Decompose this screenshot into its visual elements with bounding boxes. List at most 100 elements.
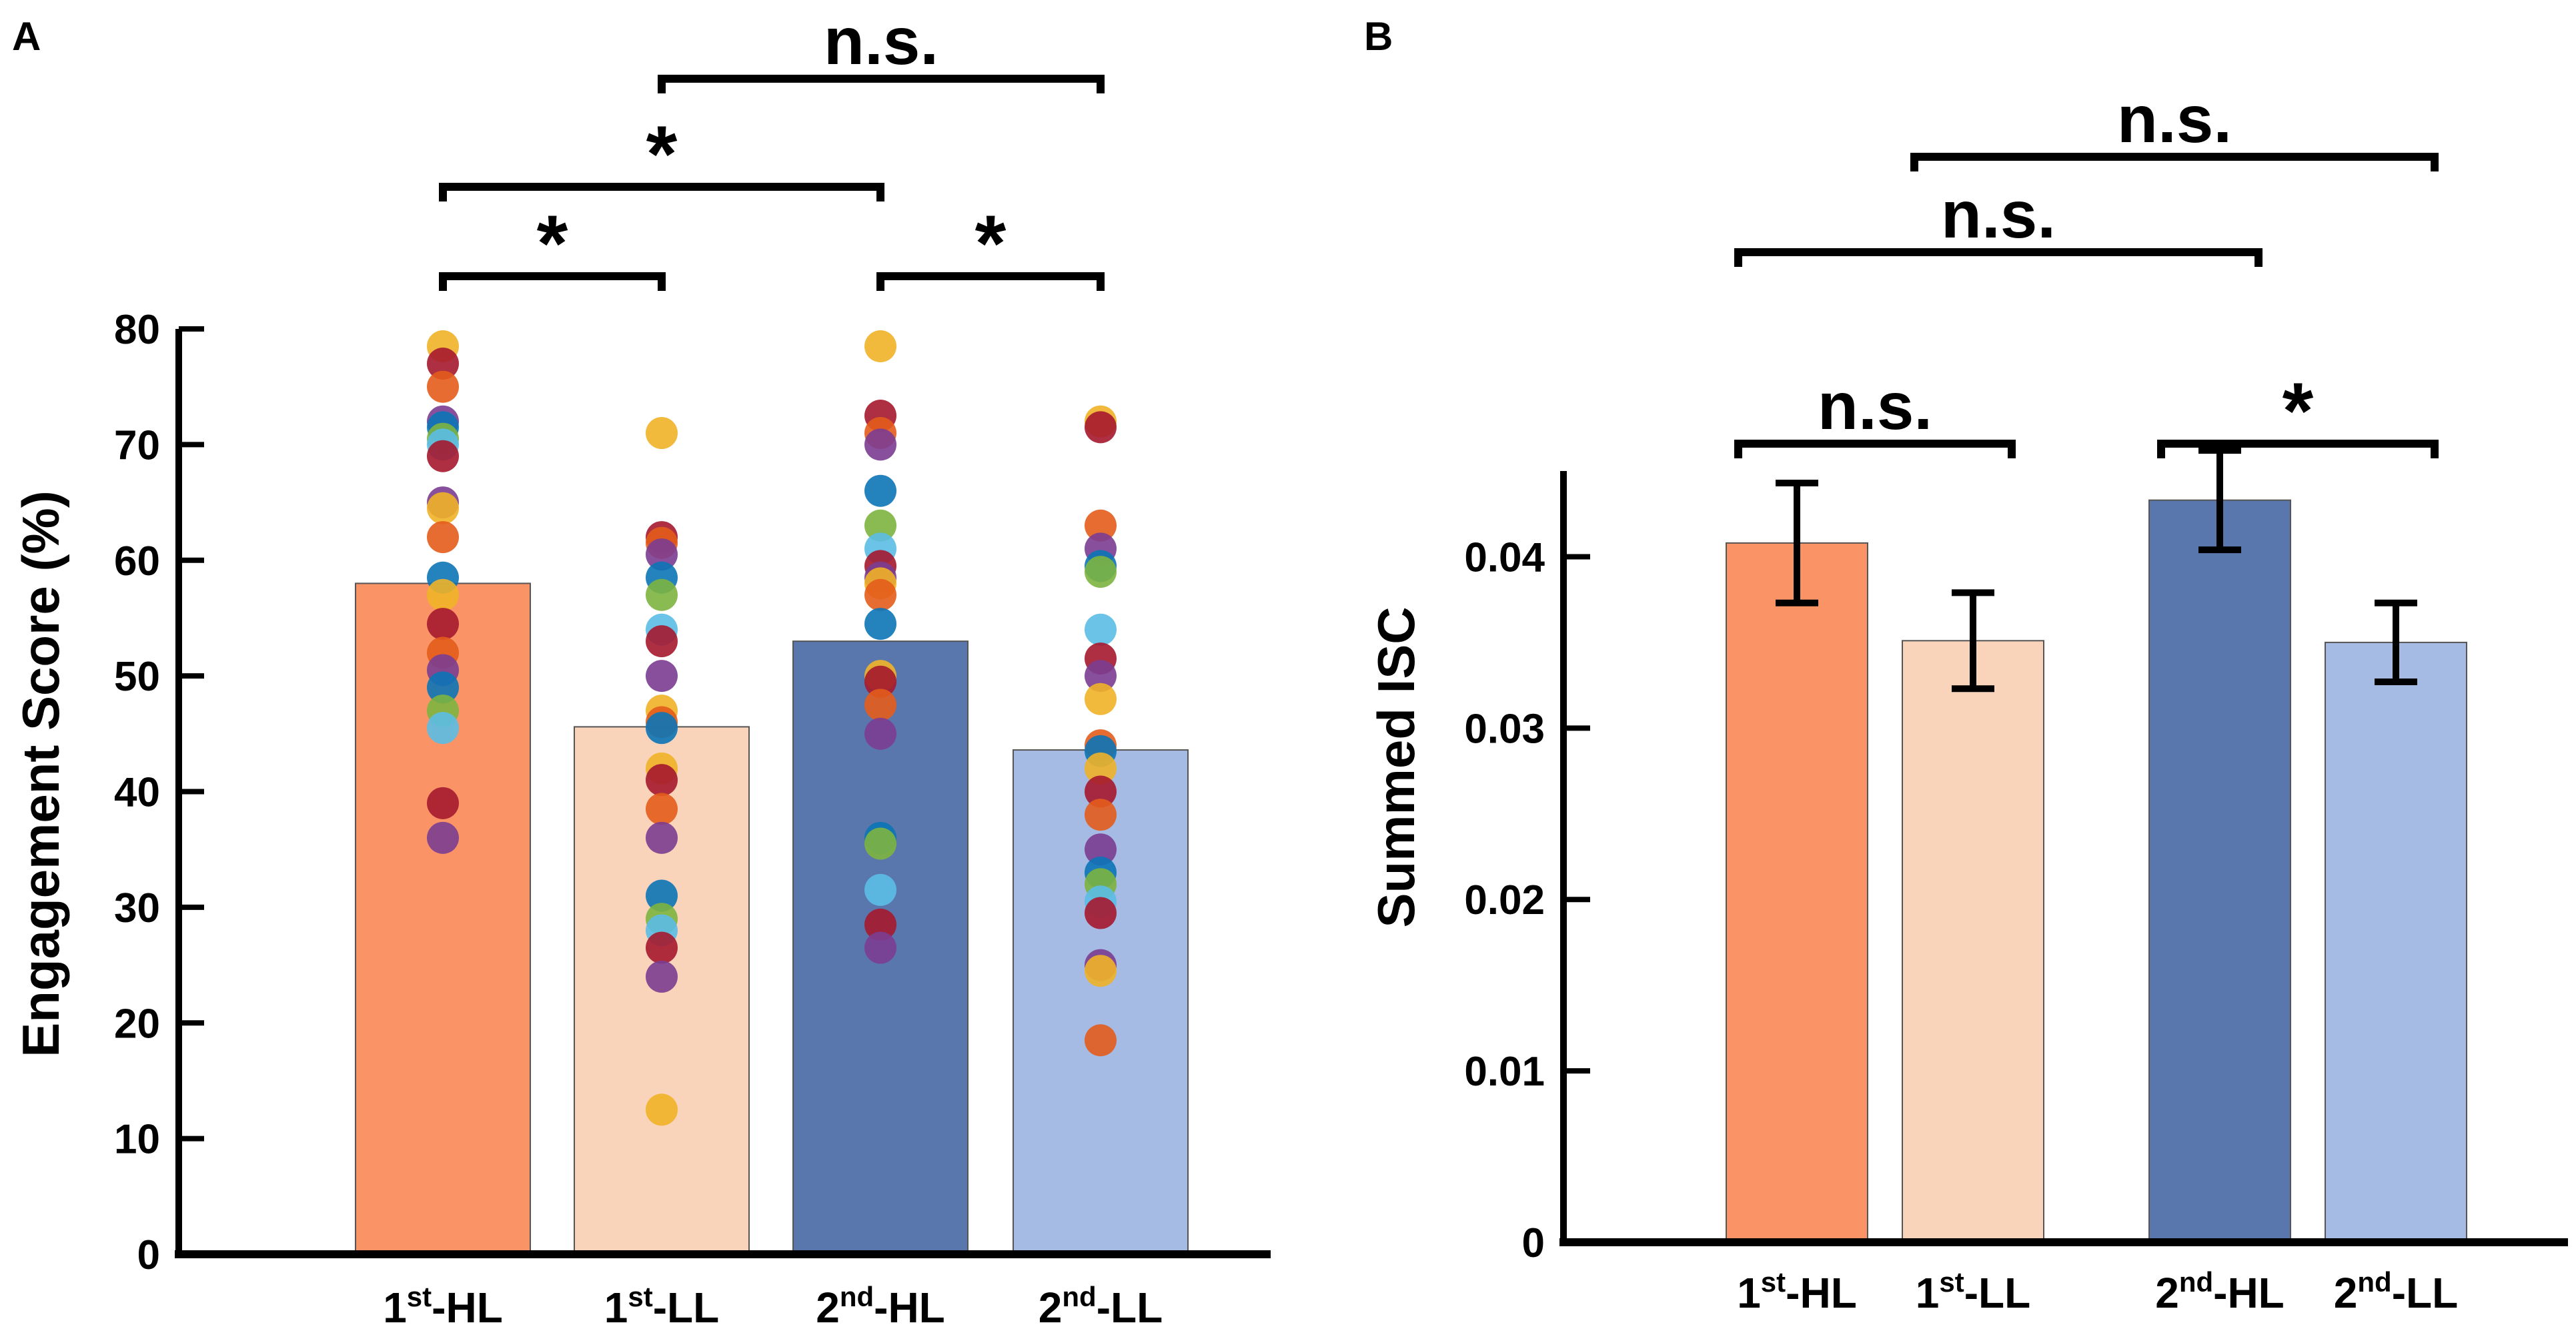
b-y-tick-label-0: 0 — [1522, 1220, 1545, 1266]
b-bar-2 — [2148, 499, 2291, 1243]
b-x-label-sup-0: st — [1761, 1266, 1786, 1298]
a-y-tick-label-4: 40 — [114, 770, 160, 816]
panel-b-x-labels: 1st-HL 1st-LL 2nd-HL 2nd-LL — [1737, 1266, 2458, 1317]
panel-a-points — [427, 330, 1117, 1126]
a-point-2-18 — [864, 873, 896, 906]
panel-b-y-axis-title: Summed ISC — [1367, 606, 1425, 927]
a-point-1-15 — [646, 821, 678, 854]
b-bar-1 — [1902, 640, 2044, 1243]
a-point-0-19 — [427, 787, 459, 819]
a-point-3-14 — [1085, 799, 1117, 831]
b-x-label-1: 1st-LL — [1916, 1266, 2030, 1317]
a-point-3-6 — [1085, 613, 1117, 646]
a-point-2-11 — [864, 608, 896, 640]
b-y-tick-label-1: 0.01 — [1464, 1049, 1545, 1095]
panel-b-bars — [1726, 499, 2467, 1243]
a-point-2-4 — [864, 474, 896, 507]
a-x-label-1: 1st-LL — [604, 1281, 719, 1332]
a-point-3-1 — [1085, 411, 1117, 444]
b-sig-bracket-1 — [2157, 440, 2439, 458]
a-point-2-17 — [864, 827, 896, 860]
a-point-2-13 — [864, 665, 896, 698]
b-bar-0 — [1726, 542, 1868, 1243]
b-x-label-base-2: 2 — [2155, 1269, 2179, 1317]
a-sig-bracket-0 — [439, 272, 666, 291]
a-point-3-13 — [1085, 775, 1117, 808]
a-point-3-8 — [1085, 660, 1117, 693]
panel-a-y-ticks: 0 10 20 30 40 50 60 70 80 — [114, 307, 204, 1278]
a-point-3-2 — [1085, 509, 1117, 542]
a-sig-label-2: * — [646, 109, 678, 199]
b-x-label-suffix-0: -HL — [1786, 1269, 1857, 1317]
a-point-0-10 — [427, 521, 459, 554]
a-point-1-14 — [646, 793, 678, 825]
a-point-1-19 — [646, 931, 678, 964]
b-x-label-sup-3: nd — [2357, 1266, 2391, 1298]
a-x-label-suffix-3: -LL — [1097, 1284, 1163, 1332]
a-x-label-suffix-0: -HL — [432, 1284, 503, 1332]
b-sig-bracket-0 — [1734, 440, 2016, 458]
b-x-label-suffix-2: -HL — [2213, 1269, 2285, 1317]
a-point-1-13 — [646, 764, 678, 797]
b-sig-label-2: n.s. — [1941, 177, 2056, 252]
a-x-label-sup-2: nd — [840, 1281, 874, 1312]
a-point-0-20 — [427, 821, 459, 854]
a-point-1-3 — [646, 538, 678, 571]
a-point-0-13 — [427, 608, 459, 640]
a-x-label-suffix-2: -HL — [874, 1284, 945, 1332]
a-point-1-0 — [646, 417, 678, 450]
a-point-2-0 — [864, 330, 896, 363]
a-point-1-11 — [646, 712, 678, 745]
a-x-label-suffix-1: -LL — [653, 1284, 720, 1332]
a-point-2-19 — [864, 908, 896, 941]
panel-b-isc-chart: B Summed ISC 00.010.020.030.04 1st-HL 1st… — [1364, 14, 2568, 1317]
a-point-3-9 — [1085, 683, 1117, 715]
a-y-tick-label-1: 10 — [114, 1117, 160, 1163]
a-x-label-base-2: 2 — [816, 1284, 840, 1332]
panel-b-letter: B — [1364, 14, 1393, 59]
a-x-label-base-0: 1 — [383, 1284, 407, 1332]
b-x-label-3: 2nd-LL — [2334, 1266, 2458, 1317]
panel-a-y-axis-title: Engagement Score (%) — [11, 490, 70, 1057]
a-point-0-2 — [427, 370, 459, 403]
a-x-label-base-1: 1 — [604, 1284, 628, 1332]
b-x-label-sup-2: nd — [2179, 1266, 2213, 1298]
panel-a-significance: * * * n.s. — [439, 4, 1105, 291]
a-point-2-10 — [864, 578, 896, 611]
a-point-3-15 — [1085, 833, 1117, 866]
a-x-label-sup-3: nd — [1062, 1281, 1096, 1312]
a-point-3-21 — [1085, 955, 1117, 987]
a-sig-label-1: * — [975, 199, 1007, 288]
b-x-label-base-0: 1 — [1737, 1269, 1761, 1317]
a-point-1-8 — [646, 660, 678, 693]
a-sig-label-3: n.s. — [824, 4, 938, 79]
b-x-label-suffix-3: -LL — [2392, 1269, 2459, 1317]
a-point-0-16 — [427, 671, 459, 704]
b-sig-label-3: n.s. — [2117, 82, 2232, 157]
a-point-2-3 — [864, 428, 896, 461]
b-sig-label-1: * — [2283, 366, 2314, 456]
a-y-tick-label-7: 70 — [114, 422, 160, 468]
panel-b-y-ticks: 0 0.01 0.02 0.03 0.04 — [1464, 534, 1590, 1266]
a-point-0-12 — [427, 578, 459, 611]
a-sig-bracket-2 — [439, 183, 884, 201]
panel-a-letter: A — [12, 14, 41, 59]
a-sig-bracket-1 — [876, 272, 1105, 291]
a-point-3-22 — [1085, 1024, 1117, 1057]
a-point-0-9 — [427, 492, 459, 524]
a-point-2-15 — [864, 717, 896, 750]
a-sig-bracket-3 — [658, 75, 1105, 93]
b-y-tick-label-4: 0.04 — [1464, 534, 1545, 580]
b-y-tick-label-2: 0.02 — [1464, 877, 1545, 923]
a-point-3-5 — [1085, 556, 1117, 588]
a-point-0-1 — [427, 348, 459, 380]
panel-b-error-bars — [1776, 447, 2417, 693]
b-x-label-suffix-1: -LL — [1964, 1269, 2031, 1317]
a-point-1-21 — [646, 1093, 678, 1126]
panel-a-engagement-chart: A Engagement Score (%) 0 10 20 30 40 50 60 70 80… — [11, 4, 1271, 1332]
b-sig-bracket-3 — [1910, 153, 2439, 171]
a-point-3-19 — [1085, 897, 1117, 929]
a-point-3-12 — [1085, 752, 1117, 785]
a-x-label-0: 1st-HL — [383, 1281, 503, 1332]
